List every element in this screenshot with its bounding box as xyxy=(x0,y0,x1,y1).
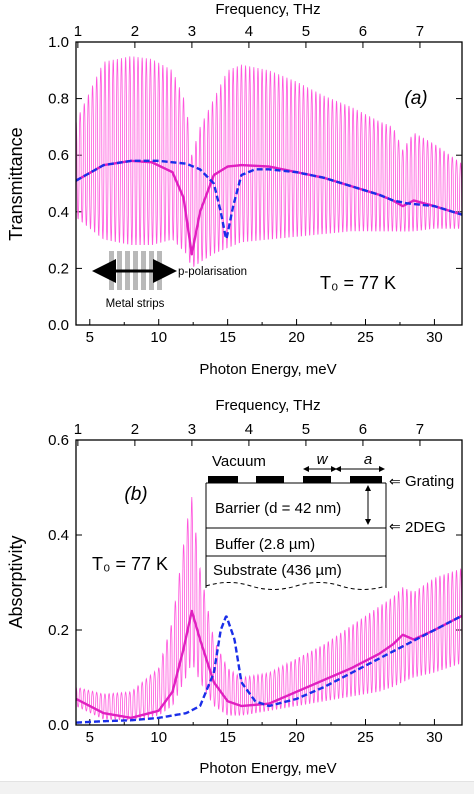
series-dashed xyxy=(76,159,462,240)
panel-label-b: (b) xyxy=(124,484,147,505)
substrate-label: Substrate (436 µm) xyxy=(213,562,342,579)
x-tick-label: 30 xyxy=(426,729,443,746)
twodeg-arrow-icon: ⇐ xyxy=(389,518,401,534)
x-tick-label: 15 xyxy=(219,329,236,346)
w-label: w xyxy=(317,451,329,468)
x-tick-label: 30 xyxy=(426,329,443,346)
metal-strips-label: Metal strips xyxy=(106,298,165,310)
top-tick-label: 4 xyxy=(245,23,253,40)
y-tick-label: 0.2 xyxy=(48,260,69,277)
y-tick-label: 0.4 xyxy=(48,204,69,221)
x-tick-label: 20 xyxy=(288,329,305,346)
barrier-label: Barrier (d = 42 nm) xyxy=(215,500,341,517)
vacuum-label: Vacuum xyxy=(212,453,266,470)
series-dashed xyxy=(76,614,462,724)
inset-background xyxy=(205,474,387,592)
top-tick-label: 3 xyxy=(188,23,196,40)
x-axis-label-a: Photon Energy, meV xyxy=(199,361,336,378)
x-tick-label: 10 xyxy=(150,329,167,346)
buffer-label: Buffer (2.8 µm) xyxy=(215,536,315,553)
panel-a: Frequency, THz 1 2 3 4 5 6 7 0.0 0.2 0.4 0.6 0.8 1.… xyxy=(6,1,463,378)
grating-label: Grating xyxy=(405,473,454,490)
top-tick-label: 2 xyxy=(131,421,139,438)
x-ticks-b: 5 10 15 20 25 30 xyxy=(86,719,443,746)
x-tick-label: 15 xyxy=(219,729,236,746)
series-a xyxy=(76,56,462,268)
polarisation-inset: p-polarisation Metal strips xyxy=(92,251,247,310)
top-tick-label: 2 xyxy=(131,23,139,40)
x-tick-label: 10 xyxy=(150,729,167,746)
panel-label-a: (a) xyxy=(404,88,427,109)
heterostructure-inset: Vacuum w a Barrier (d = 42 nm) Buffer (2… xyxy=(205,451,454,592)
y-tick-label: 0.6 xyxy=(48,432,69,449)
series-oscillating xyxy=(76,56,462,268)
x-tick-label: 5 xyxy=(86,329,94,346)
top-tick-label: 6 xyxy=(359,23,367,40)
x-tick-label: 5 xyxy=(86,729,94,746)
a-label: a xyxy=(364,451,372,468)
y-tick-label: 0.4 xyxy=(48,527,69,544)
y-axis-label-a: Transmittance xyxy=(6,127,26,240)
twodeg-label: 2DEG xyxy=(405,519,446,536)
top-tick-label: 6 xyxy=(359,421,367,438)
x-axis-label-b: Photon Energy, meV xyxy=(199,760,336,777)
y-tick-label: 0.8 xyxy=(48,91,69,108)
y-tick-label: 0.0 xyxy=(48,717,69,734)
y-ticks-a: 0.0 0.2 0.4 0.6 0.8 1.0 xyxy=(48,34,462,334)
top-tick-label: 5 xyxy=(302,421,310,438)
top-ticks-a: 1 2 3 4 5 6 7 xyxy=(74,23,424,48)
top-tick-label: 1 xyxy=(74,23,82,40)
x-tick-label: 20 xyxy=(288,729,305,746)
plot-frame-a xyxy=(75,41,463,326)
top-tick-label: 1 xyxy=(74,421,82,438)
y-axis-label-b: Absorptivity xyxy=(6,535,26,628)
polarisation-label: p-polarisation xyxy=(178,266,247,278)
panel-b: Frequency, THz 1 2 3 4 5 6 7 0.0 0.2 0.4 0.6 5 10 1… xyxy=(6,397,463,777)
x-tick-label: 25 xyxy=(357,729,374,746)
temperature-label-b: T₀ = 77 K xyxy=(92,554,168,574)
y-tick-label: 0.2 xyxy=(48,622,69,639)
series-solid xyxy=(76,609,462,720)
x-ticks-a: 5 10 15 20 25 30 xyxy=(86,319,443,346)
footer-bar xyxy=(0,781,474,794)
top-axis-label-b: Frequency, THz xyxy=(215,397,320,414)
substrate-wavy-edge xyxy=(205,582,387,590)
series-b xyxy=(76,496,462,724)
top-tick-label: 5 xyxy=(302,23,310,40)
top-tick-label: 7 xyxy=(416,421,424,438)
plot-frame-b xyxy=(75,439,463,726)
temperature-label-a: T₀ = 77 K xyxy=(320,273,396,293)
grating-arrow-icon: ⇐ xyxy=(389,473,401,489)
top-tick-label: 4 xyxy=(245,421,253,438)
grating-strips-icon xyxy=(208,476,382,483)
y-tick-label: 1.0 xyxy=(48,34,69,51)
top-tick-label: 3 xyxy=(188,421,196,438)
y-ticks-b: 0.0 0.2 0.4 0.6 xyxy=(48,432,462,734)
x-tick-label: 25 xyxy=(357,329,374,346)
top-tick-label: 7 xyxy=(416,23,424,40)
y-tick-label: 0.6 xyxy=(48,147,69,164)
top-ticks-b: 1 2 3 4 5 6 7 xyxy=(74,421,424,446)
top-axis-label-a: Frequency, THz xyxy=(215,1,320,18)
y-tick-label: 0.0 xyxy=(48,317,69,334)
